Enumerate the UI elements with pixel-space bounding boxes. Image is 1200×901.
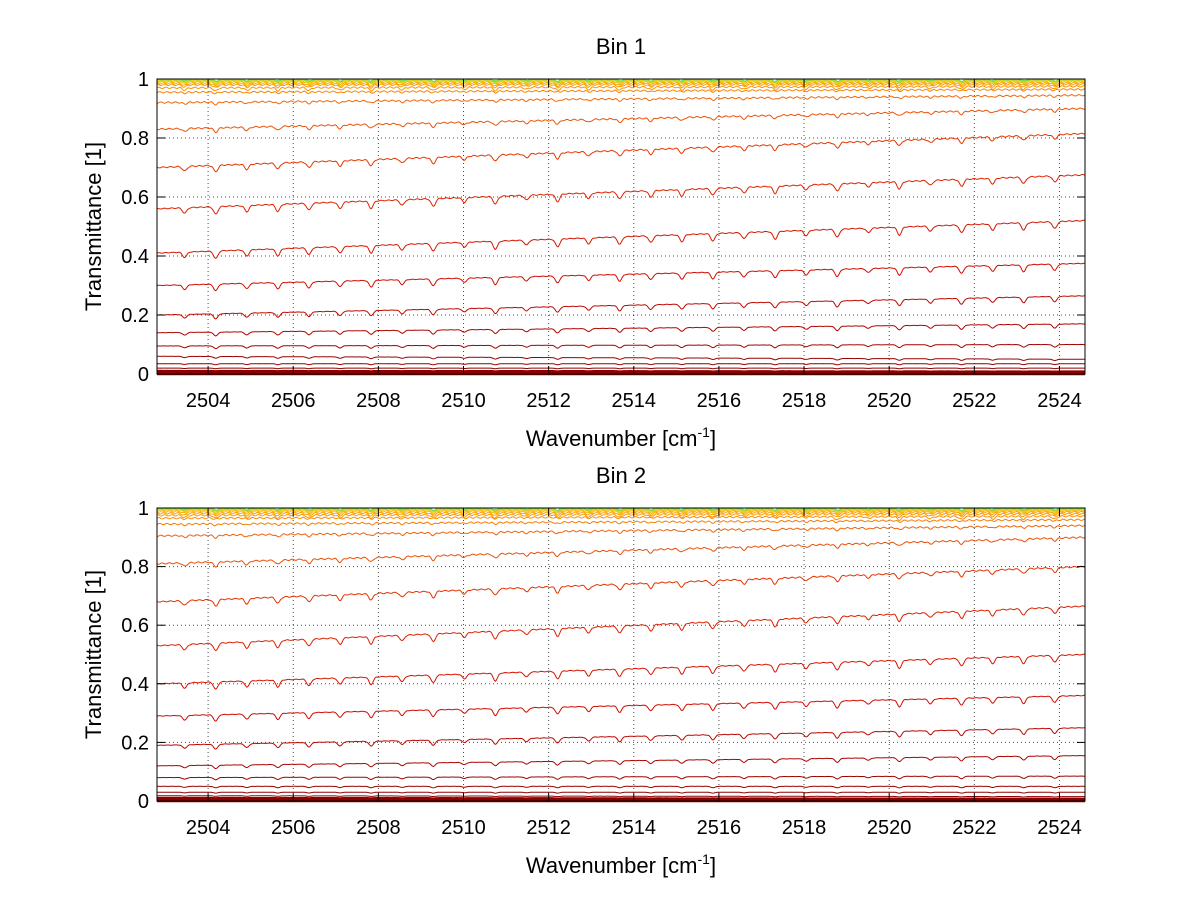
- series-line: [157, 369, 1085, 374]
- series-line: [156, 132, 1086, 173]
- subplot-bin-1: 2504 2506 2508 2510 2512 2514 2516 2518 2520 2522…: [81, 34, 1086, 451]
- series-line: [156, 653, 1086, 690]
- x-axis-label-superscript: -1: [698, 424, 711, 440]
- x-tick-label: 2520: [867, 390, 912, 412]
- series-line: [157, 295, 1086, 320]
- x-tick-label: 2514: [612, 817, 657, 839]
- series-line: [157, 367, 1085, 370]
- x-tick-label: 2504: [186, 390, 231, 412]
- x-tick-label: 2518: [782, 817, 827, 839]
- x-tick-label: 2520: [867, 817, 912, 839]
- plot-area: [157, 508, 1085, 801]
- x-tick-label: 2514: [612, 390, 657, 412]
- x-tick-label: 2504: [186, 817, 231, 839]
- series-line: [156, 81, 1086, 87]
- x-tick-label: 2524: [1037, 390, 1082, 412]
- chart-title: Bin 1: [596, 34, 646, 59]
- x-tick-label: 2512: [526, 390, 571, 412]
- series-line: [157, 323, 1086, 337]
- series-line: [156, 514, 1086, 522]
- x-tick-label: 2510: [441, 817, 486, 839]
- x-tick-label: 2516: [697, 817, 742, 839]
- y-tick-label: 0: [138, 364, 149, 386]
- series-line: [157, 795, 1085, 798]
- x-tick-label: 2512: [526, 817, 571, 839]
- x-tick-label: 2510: [441, 390, 486, 412]
- x-axis-label: Wavenumber [cm-1]: [526, 851, 716, 878]
- series-line: [156, 507, 1086, 512]
- y-tick-label: 0.8: [121, 128, 149, 150]
- x-tick-label: 2508: [356, 390, 401, 412]
- series-line: [156, 605, 1086, 652]
- series-line: [156, 518, 1086, 527]
- y-axis-label: Transmittance [1]: [81, 570, 106, 739]
- ticks: 2504 2506 2508 2510 2512 2514 2516 2518 2520 2522…: [121, 69, 1085, 412]
- x-tick-label: 2524: [1037, 817, 1082, 839]
- series-line: [156, 107, 1086, 134]
- series-line: [156, 85, 1086, 92]
- series-line: [157, 508, 1086, 515]
- series-line: [156, 694, 1085, 722]
- series-line: [156, 727, 1086, 750]
- series-group: [156, 78, 1086, 376]
- series-line: [156, 94, 1086, 106]
- axes-frame: [156, 507, 1086, 802]
- y-tick-label: 0.4: [121, 674, 149, 696]
- x-axis-label-superscript: -1: [698, 851, 711, 867]
- ticks: 2504 2506 2508 2510 2512 2514 2516 2518 2520 2522…: [121, 498, 1085, 839]
- y-tick-label: 1: [138, 498, 149, 520]
- y-tick-label: 1: [138, 69, 149, 91]
- series-line: [156, 174, 1086, 215]
- series-line: [156, 88, 1086, 95]
- x-tick-label: 2506: [271, 390, 316, 412]
- series-line: [156, 536, 1086, 568]
- x-axis-label-end: ]: [710, 426, 716, 451]
- x-axis-label: Wavenumber [cm-1]: [526, 424, 716, 451]
- plot-area: [157, 79, 1085, 374]
- x-tick-label: 2522: [952, 817, 997, 839]
- series-line: [157, 796, 1085, 801]
- y-tick-label: 0.6: [121, 615, 149, 637]
- series-line: [156, 775, 1085, 781]
- series-line: [156, 565, 1086, 607]
- series-line: [156, 78, 1086, 83]
- series-line: [156, 363, 1085, 366]
- y-axis-label: Transmittance [1]: [81, 142, 106, 311]
- series-line: [156, 219, 1086, 259]
- y-tick-label: 0.2: [121, 732, 149, 754]
- subplot-bin-2: 2504 2506 2508 2510 2512 2514 2516 2518 2520 2522…: [81, 463, 1086, 878]
- series-line: [157, 791, 1085, 794]
- series-line: [156, 524, 1086, 539]
- y-tick-label: 0.6: [121, 187, 149, 209]
- y-tick-label: 0.4: [121, 246, 149, 268]
- series-line: [157, 754, 1086, 770]
- series-line: [157, 355, 1086, 362]
- y-tick-label: 0: [138, 791, 149, 813]
- y-tick-label: 0.8: [121, 557, 149, 579]
- x-axis-label-end: ]: [710, 853, 716, 878]
- series-line: [156, 262, 1086, 292]
- series-line: [157, 785, 1085, 789]
- y-tick-label: 0.2: [121, 305, 149, 327]
- x-axis-label-main: Wavenumber [cm: [526, 853, 698, 878]
- axes-frame: [156, 78, 1086, 375]
- x-tick-label: 2508: [356, 817, 401, 839]
- series-line: [156, 83, 1086, 89]
- x-tick-label: 2518: [782, 390, 827, 412]
- x-tick-label: 2506: [271, 817, 316, 839]
- x-tick-label: 2516: [697, 390, 742, 412]
- chart-title: Bin 2: [596, 463, 646, 488]
- series-line: [156, 343, 1085, 350]
- series-line: [156, 510, 1086, 517]
- series-line: [157, 512, 1086, 520]
- x-axis-label-main: Wavenumber [cm: [526, 426, 698, 451]
- x-tick-label: 2522: [952, 390, 997, 412]
